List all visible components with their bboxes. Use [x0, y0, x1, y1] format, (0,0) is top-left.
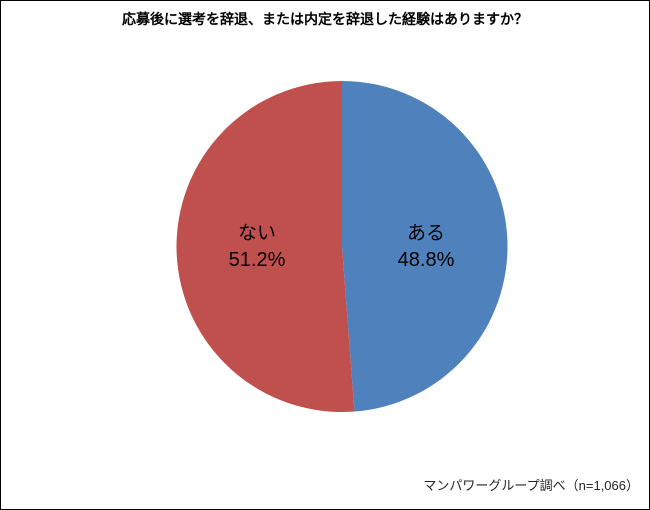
pie-slice-aru — [342, 81, 508, 412]
slice-label-aru-value: 48.8% — [397, 249, 455, 271]
slice-label-nai: ない 51.2% — [229, 221, 286, 273]
chart-title: 応募後に選考を辞退、または内定を辞退した経験はありますか？ — [122, 11, 528, 27]
slice-label-aru: ある 48.8% — [398, 221, 455, 273]
slice-label-aru-name: ある — [406, 223, 445, 244]
slice-label-nai-value: 51.2% — [228, 249, 286, 271]
slice-label-nai-name: ない — [237, 223, 276, 244]
source-note: マンパワーグループ調べ（n=1,066） — [423, 478, 639, 493]
pie-slice-nai — [176, 81, 355, 412]
